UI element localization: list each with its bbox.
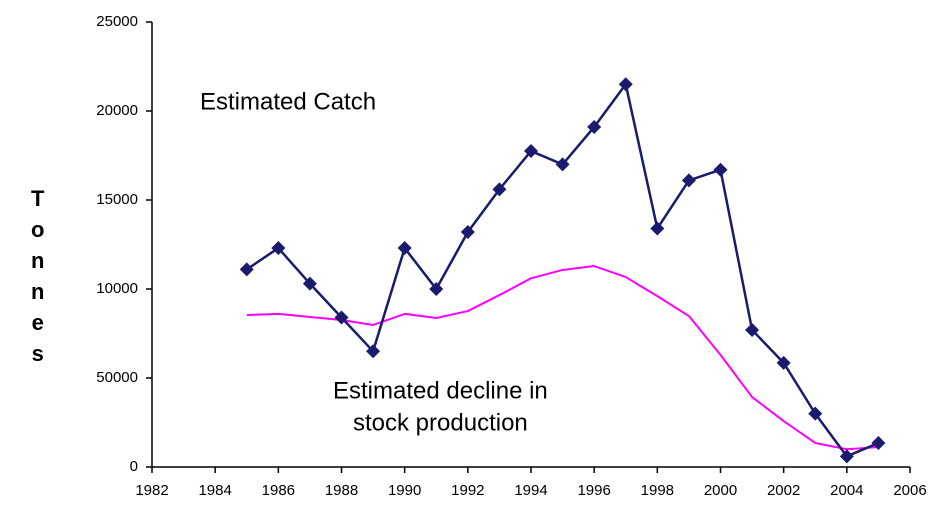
- marker: [555, 157, 570, 172]
- marker: [871, 435, 886, 450]
- y-tick-label: 50000: [96, 369, 138, 386]
- y-tick-label: 15000: [96, 191, 138, 208]
- x-tick-label: 1996: [577, 482, 610, 499]
- x-tick-label: 1990: [388, 482, 421, 499]
- marker: [681, 173, 696, 188]
- x-tick-label: 1994: [514, 482, 547, 499]
- marker: [429, 282, 444, 296]
- annotation: Estimated decline in: [333, 377, 548, 404]
- annotation: Estimated Catch: [200, 88, 376, 115]
- y-axis-label: Tonnes: [25, 186, 50, 372]
- marker: [650, 221, 665, 236]
- y-tick-label: 25000: [96, 13, 138, 30]
- marker: [839, 449, 854, 464]
- marker: [745, 322, 760, 337]
- marker: [776, 355, 791, 370]
- marker: [524, 144, 538, 159]
- x-tick-label: 1992: [451, 482, 484, 499]
- x-tick-label: 2006: [893, 482, 926, 499]
- x-tick-label: 1984: [198, 482, 231, 499]
- marker: [618, 77, 633, 92]
- x-tick-label: 1982: [135, 482, 168, 499]
- marker: [271, 241, 286, 256]
- x-tick-label: 1988: [325, 482, 358, 499]
- marker: [302, 276, 317, 291]
- x-tick-label: 2004: [830, 482, 863, 499]
- marker: [587, 120, 602, 135]
- marker: [713, 162, 728, 177]
- series-line: [246, 265, 879, 451]
- x-tick-label: 1986: [262, 482, 295, 499]
- y-tick-label: 20000: [96, 102, 138, 119]
- marker: [492, 182, 507, 197]
- x-tick-label: 1998: [641, 482, 674, 499]
- annotation: stock production: [353, 409, 528, 436]
- x-tick-label: 2000: [704, 482, 737, 499]
- y-tick-label: 0: [130, 458, 138, 475]
- marker: [366, 344, 381, 359]
- x-tick-label: 2002: [767, 482, 800, 499]
- marker: [334, 310, 349, 325]
- marker: [460, 225, 475, 240]
- marker: [808, 406, 823, 421]
- y-tick-label: 10000: [96, 280, 138, 297]
- marker: [397, 241, 412, 256]
- marker: [239, 262, 254, 277]
